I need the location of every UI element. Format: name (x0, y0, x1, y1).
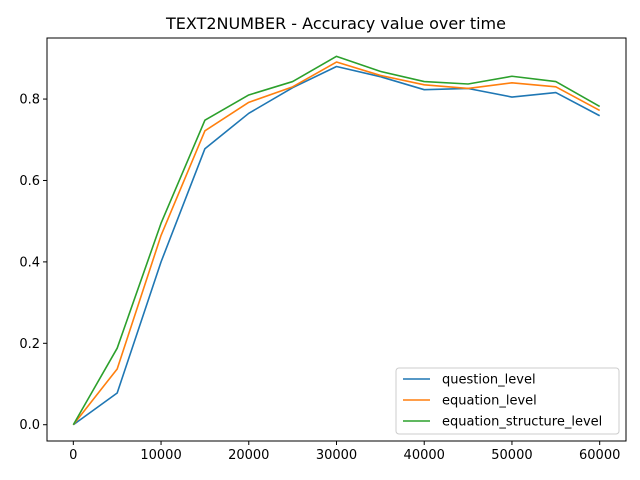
series-line-equation_level (72, 61, 601, 426)
axis-ticks: 0 10000 20000 30000 40000 50000 60000 0.0 0.2 0.4… (19, 93, 620, 463)
x-tick-label: 50000 (491, 448, 532, 463)
series-layer (72, 55, 601, 426)
x-tick-label: 40000 (404, 448, 445, 463)
x-tick-label: 20000 (228, 448, 269, 463)
y-tick-label: 0.4 (19, 255, 40, 270)
y-tick-label: 0.6 (19, 174, 40, 189)
y-tick-label: 0.2 (19, 337, 40, 352)
x-tick-label: 30000 (316, 448, 357, 463)
y-tick-label: 0.8 (19, 93, 40, 108)
legend-label-equation_level: equation_level (442, 394, 537, 409)
legend-label-question_level: question_level (442, 373, 536, 388)
legend-label-equation_structure_level: equation_structure_level (442, 415, 602, 430)
series-line-equation_structure_level (72, 55, 601, 426)
y-tick-label: 0.0 (19, 418, 40, 433)
chart-title: TEXT2NUMBER - Accuracy value over time (165, 14, 506, 33)
legend-box (395, 367, 620, 435)
x-tick-label: 60000 (579, 448, 620, 463)
legend: question_level equation_level equation_str… (395, 367, 620, 435)
series-line-question_level (72, 65, 601, 426)
x-tick-label: 10000 (140, 448, 181, 463)
x-tick-label: 0 (69, 448, 77, 463)
